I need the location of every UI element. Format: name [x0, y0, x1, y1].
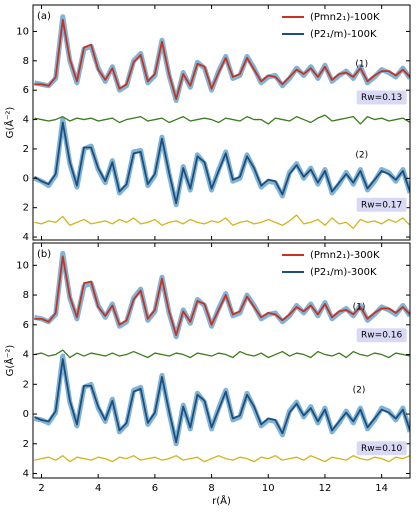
annotation-box	[356, 328, 407, 343]
x-tick-label: 10	[262, 483, 275, 494]
plot-frame	[32, 242, 411, 479]
x-tick-label: 12	[319, 483, 332, 494]
annotation: (1)	[355, 59, 368, 69]
plot-frame	[32, 4, 411, 241]
legend-label: (P2₁/m)-100K	[310, 29, 377, 40]
x-tick-label: 8	[208, 483, 214, 494]
difference-curve	[34, 214, 410, 229]
annotation-box	[356, 197, 407, 212]
y-tick-label: 10	[16, 26, 29, 37]
x-tick-label: 6	[152, 483, 158, 494]
plot-area	[33, 14, 410, 229]
y-tick-label: 2	[23, 439, 29, 450]
y-axis-label: G(Å⁻²)	[3, 107, 16, 139]
annotation-box	[356, 90, 407, 105]
annotation: (2)	[353, 386, 366, 396]
fit-curve	[33, 121, 410, 205]
y-tick-label: 2	[23, 203, 29, 214]
annotation: Rw=0.17	[361, 200, 402, 210]
fit-curve	[34, 255, 410, 337]
y-tick-label: 8	[23, 56, 29, 67]
y-tick-label: 0	[23, 173, 29, 184]
x-tick-label: 2	[38, 483, 44, 494]
x-tick-label: 4	[95, 483, 101, 494]
legend-label: (P2₁/m)-300K	[310, 267, 377, 278]
annotation-box	[356, 441, 407, 456]
y-tick-label: 4	[23, 232, 29, 243]
y-tick-label: 8	[23, 290, 29, 301]
plot-area	[33, 250, 410, 463]
annotation: (1)	[353, 302, 366, 312]
y-tick-label: 2	[23, 144, 29, 155]
data-curve	[33, 250, 410, 340]
fit-curve	[34, 18, 410, 100]
panel-label: (b)	[37, 249, 51, 260]
annotation: Rw=0.13	[361, 93, 402, 103]
y-tick-label: 4	[23, 350, 29, 361]
annotation: Rw=0.16	[361, 331, 402, 341]
y-tick-label: 6	[23, 85, 29, 96]
y-axis-label: G(Å⁻²)	[3, 345, 16, 377]
y-tick-label: 4	[23, 115, 29, 126]
y-tick-label: 2	[23, 379, 29, 390]
x-tick-label: 14	[375, 483, 388, 494]
y-tick-label: 6	[23, 320, 29, 331]
difference-curve	[34, 349, 410, 359]
y-tick-label: 4	[23, 469, 29, 480]
x-axis-label: r(Å)	[212, 494, 231, 507]
difference-curve	[34, 114, 410, 125]
y-tick-label: 0	[23, 409, 29, 420]
legend-label: (Pmn2₁)-300K	[310, 250, 380, 261]
fit-curve	[34, 358, 410, 444]
annotation: (2)	[355, 150, 368, 160]
legend-label: (Pmn2₁)-100K	[310, 12, 380, 23]
y-tick-label: 10	[16, 260, 29, 271]
difference-curve	[34, 455, 410, 463]
panel-label: (a)	[37, 11, 51, 22]
annotation: Rw=0.10	[361, 444, 402, 454]
